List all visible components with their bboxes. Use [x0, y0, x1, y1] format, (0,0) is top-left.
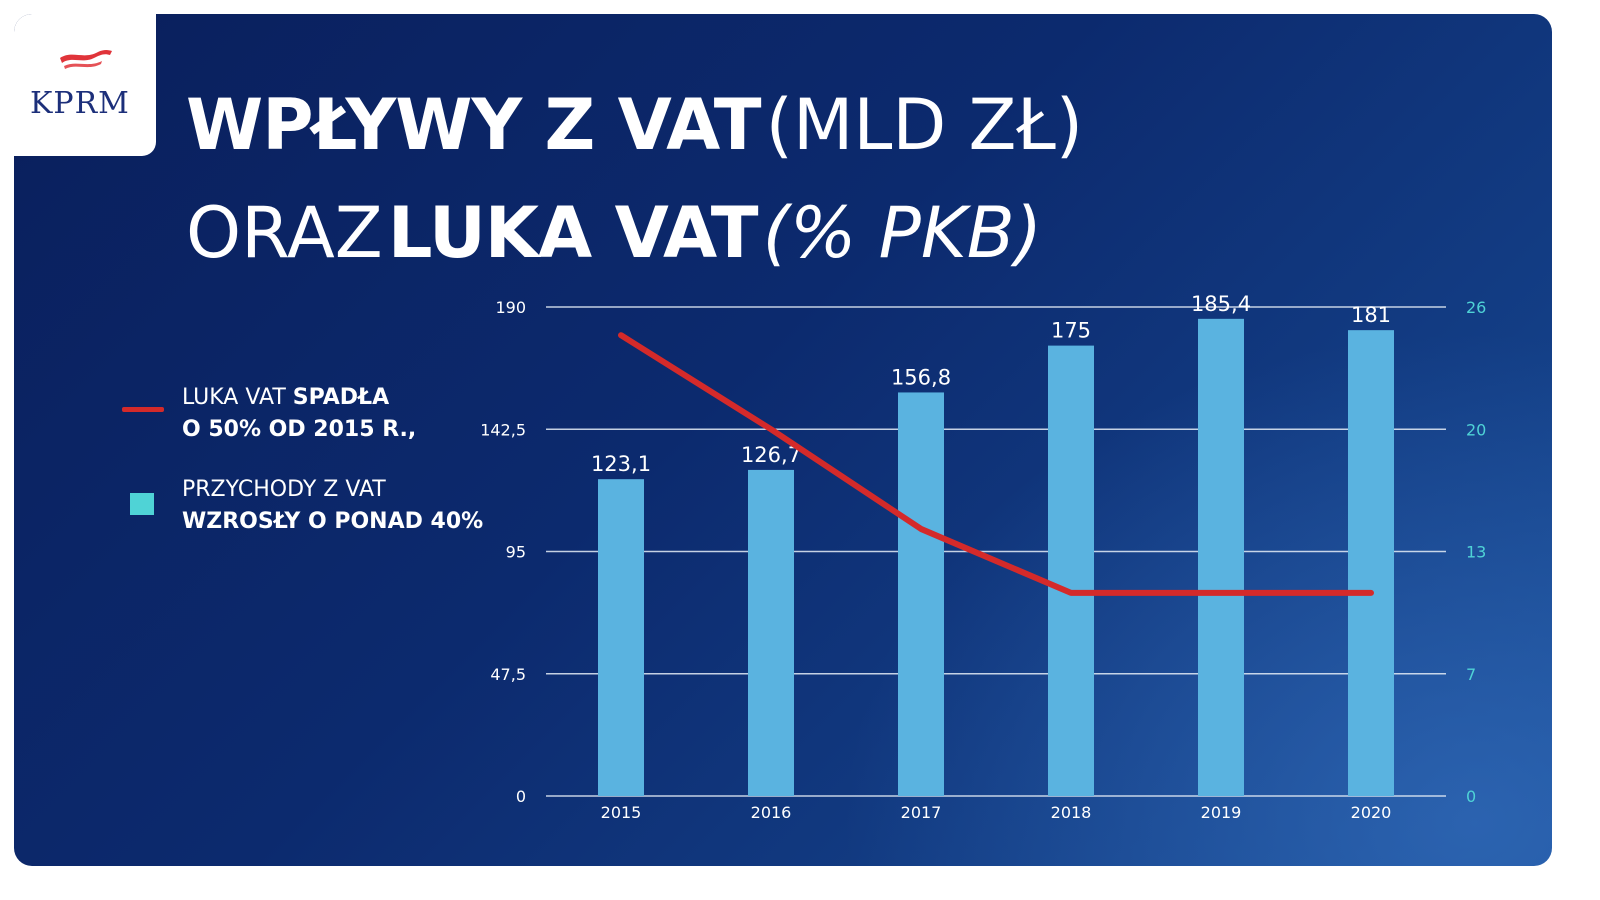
kprm-logo: KPRM [14, 14, 156, 156]
x-tick-label: 2019 [1201, 803, 1242, 822]
legend-line-swatch [122, 407, 164, 412]
right-tick-label: 20 [1466, 420, 1486, 439]
left-tick-label: 142,5 [480, 420, 526, 439]
right-tick-label: 26 [1466, 298, 1486, 317]
vat-chart: 0 47,5 95 142,5 190 0 7 13 20 26 123,1 2015 126,7 201… [480, 292, 1486, 822]
x-tick-label: 2017 [901, 803, 942, 822]
right-tick-label: 7 [1466, 665, 1476, 684]
chart-panel: KPRM WPŁYWY Z VAT (MLD ZŁ) ORAZ LUKA VAT… [14, 14, 1552, 866]
bar [598, 479, 644, 796]
legend-line-bold: SPADŁA [292, 385, 390, 410]
bar [1198, 318, 1244, 796]
title-light-2: ORAZ [186, 192, 383, 274]
bar-value-label: 175 [1051, 319, 1091, 343]
bar [898, 392, 944, 796]
right-tick-label: 0 [1466, 787, 1476, 806]
legend-bar-normal: PRZYCHODY Z VAT [182, 477, 386, 502]
bar [748, 469, 794, 796]
left-tick-label: 47,5 [490, 665, 526, 684]
logo-text: KPRM [30, 86, 130, 121]
flag-ribbon-icon [60, 50, 112, 69]
bar-value-label: 181 [1351, 303, 1391, 327]
legend-line-normal: LUKA VAT [182, 385, 293, 410]
bar-value-label: 185,4 [1191, 292, 1251, 316]
left-tick-label: 0 [516, 787, 526, 806]
title-light-1: (MLD ZŁ) [765, 84, 1084, 166]
title-paren-2: (% PKB) [762, 192, 1043, 274]
bar-value-label: 126,7 [741, 443, 801, 467]
x-tick-label: 2015 [601, 803, 642, 822]
legend-bar-label: PRZYCHODY Z VAT WZROSŁY O PONAD 40% [182, 474, 483, 538]
title-bold-1: WPŁYWY Z VAT [186, 84, 762, 166]
bar [1048, 345, 1094, 796]
title-line-1: WPŁYWY Z VAT (MLD ZŁ) [186, 84, 1083, 166]
legend-line-second: O 50% OD 2015 R., [182, 417, 417, 442]
bar [1348, 330, 1394, 796]
title-bold-2: LUKA VAT [387, 192, 759, 274]
legend-line-label: LUKA VAT SPADŁA O 50% OD 2015 R., [182, 382, 416, 446]
bar-value-label: 123,1 [591, 452, 651, 476]
x-tick-label: 2016 [751, 803, 792, 822]
legend-bar-swatch [130, 493, 154, 515]
left-tick-label: 190 [495, 298, 526, 317]
left-tick-label: 95 [506, 543, 526, 562]
x-tick-label: 2018 [1051, 803, 1092, 822]
x-tick-label: 2020 [1351, 803, 1392, 822]
title-line-2: ORAZ LUKA VAT (% PKB) [186, 192, 1042, 274]
bar-value-label: 156,8 [891, 365, 951, 389]
right-tick-label: 13 [1466, 543, 1486, 562]
legend-bar-second: WZROSŁY O PONAD 40% [182, 509, 484, 534]
vat-gap-line [618, 332, 1374, 596]
